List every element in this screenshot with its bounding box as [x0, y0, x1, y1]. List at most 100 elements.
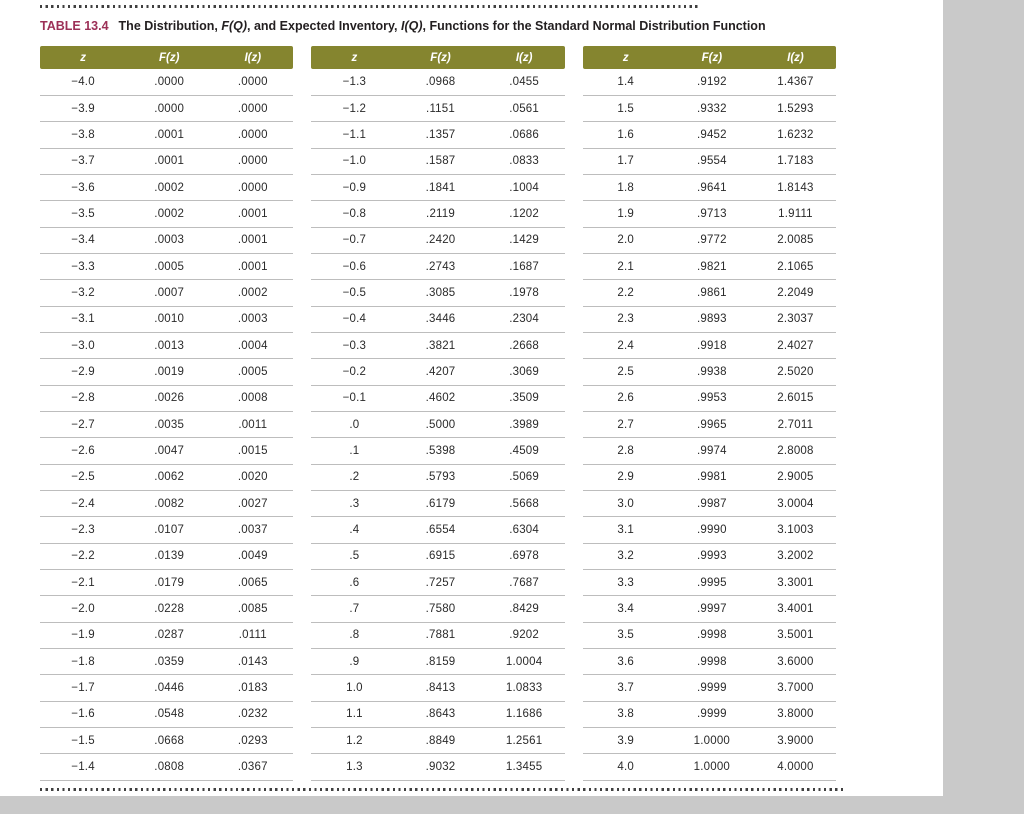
- table-cell: −0.1: [311, 385, 398, 412]
- table-cell: −3.4: [40, 227, 127, 254]
- table-cell: −1.7: [40, 674, 127, 702]
- table-cell: .1151: [397, 95, 484, 123]
- table-cell: 1.9111: [754, 200, 836, 228]
- table-row: −1.7.0446.0183: [40, 674, 294, 702]
- table-cell: 3.3001: [754, 569, 836, 597]
- column-header-iz: I(z): [483, 46, 565, 69]
- column-header-z: z: [582, 46, 669, 69]
- table-row: −3.8.0001.0000: [40, 121, 294, 149]
- table-cell: .9953: [668, 385, 755, 412]
- table-cell: 2.8: [582, 437, 669, 465]
- table-cell: −0.7: [311, 227, 398, 254]
- table-row: −0.3.3821.2668: [311, 332, 565, 360]
- table-row: 1.6.9452 1.6232: [582, 121, 836, 149]
- table-cell: 4.0000: [754, 753, 836, 781]
- table-cell: .9995: [668, 569, 755, 597]
- z-table-1: z F(z) I(z) −4.0.0000.0000 −3.9.0000.0000 −3…: [40, 46, 294, 781]
- table-cell: .0005: [212, 358, 294, 386]
- table-cell: 2.5020: [754, 358, 836, 386]
- table-cell: 2.0: [582, 227, 669, 254]
- table-cell: .2743: [397, 253, 484, 281]
- column-header-fz: F(z): [668, 46, 755, 69]
- table-cell: .5069: [483, 464, 565, 492]
- table-cell: −2.3: [40, 516, 127, 544]
- table-cell: .9641: [668, 174, 755, 202]
- table-cell: .0001: [212, 227, 294, 254]
- table-cell: 1.4: [582, 69, 669, 96]
- table-cell: 2.1065: [754, 253, 836, 281]
- table-cell: .5793: [397, 464, 484, 492]
- table-cell: −1.3: [311, 69, 398, 96]
- table-row: 1.8.9641 1.8143: [582, 174, 836, 202]
- table-cell: .2119: [397, 200, 484, 228]
- table-cell: .0001: [126, 148, 213, 175]
- table-cell: .4602: [397, 385, 484, 412]
- table-row: .6.7257.7687: [311, 569, 565, 597]
- table-cell: −2.9: [40, 358, 127, 386]
- table-cell: .0367: [212, 753, 294, 781]
- table-row: 2.8.9974 2.8008: [582, 437, 836, 465]
- table-cell: .0359: [126, 648, 213, 676]
- table-cell: .9998: [668, 622, 755, 650]
- table-cell: −3.5: [40, 200, 127, 228]
- table-cell: .1004: [483, 174, 565, 202]
- table-row: −2.9.0019.0005: [40, 358, 294, 386]
- table-cell: .7881: [397, 622, 484, 650]
- table-cell: .9332: [668, 95, 755, 123]
- table-cell: 3.9: [582, 727, 669, 755]
- table-cell: .0019: [126, 358, 213, 386]
- table-cell: .0002: [212, 279, 294, 307]
- table-cell: 1.7183: [754, 148, 836, 175]
- table-cell: 3.2: [582, 543, 669, 571]
- table-cell: −2.4: [40, 490, 127, 518]
- table-cell: .7: [311, 595, 398, 623]
- table-cell: 1.6232: [754, 121, 836, 149]
- table-row: 2.0.9772 2.0085: [582, 227, 836, 254]
- table-cell: .5668: [483, 490, 565, 518]
- table-cell: −3.6: [40, 174, 127, 202]
- table-cell: .0015: [212, 437, 294, 465]
- table-cell: .9999: [668, 701, 755, 729]
- table-row: 2.4.9918 2.4027: [582, 332, 836, 360]
- table-cell: .1587: [397, 148, 484, 175]
- column-header-iz: I(z): [212, 46, 294, 69]
- table-cell: .9918: [668, 332, 755, 360]
- column-header-z: z: [40, 46, 127, 69]
- table-cell: 3.0004: [754, 490, 836, 518]
- table-cell: −3.7: [40, 148, 127, 175]
- table-cell: .0668: [126, 727, 213, 755]
- table-cell: 3.4: [582, 595, 669, 623]
- table-cell: −2.5: [40, 464, 127, 492]
- table-title: The Distribution, F(Q), and Expected Inv…: [119, 19, 766, 33]
- table-cell: .9893: [668, 306, 755, 333]
- table-cell: .0026: [126, 385, 213, 412]
- table-cell: −1.0: [311, 148, 398, 175]
- column-header-fz: F(z): [126, 46, 213, 69]
- table-row: −0.1.4602.3509: [311, 385, 565, 412]
- table-cell: 1.3455: [483, 753, 565, 781]
- table-cell: .1687: [483, 253, 565, 281]
- table-cell: .6304: [483, 516, 565, 544]
- table-cell: −2.7: [40, 411, 127, 439]
- table-cell: .0548: [126, 701, 213, 729]
- table-cell: 3.7: [582, 674, 669, 702]
- table-cell: −0.3: [311, 332, 398, 360]
- bottom-dotted-rule: [40, 788, 843, 791]
- table-row: −3.5.0002.0001: [40, 200, 294, 228]
- table-cell: .0179: [126, 569, 213, 597]
- table-cell: −1.6: [40, 701, 127, 729]
- table-row: 1.1.8643 1.1686: [311, 701, 565, 729]
- table-row: .9.8159 1.0004: [311, 648, 565, 676]
- table-cell: −3.0: [40, 332, 127, 360]
- table-cell: 1.8: [582, 174, 669, 202]
- table-row: 3.3.9995 3.3001: [582, 569, 836, 597]
- table-group-2: z F(z) I(z) −1.3.0968.0455 −1.2.1151.0561 −1…: [311, 46, 565, 781]
- table-cell: .9192: [668, 69, 755, 96]
- table-cell: −1.2: [311, 95, 398, 123]
- table-cell: 2.4027: [754, 332, 836, 360]
- column-header-iz: I(z): [754, 46, 836, 69]
- table-cell: .8643: [397, 701, 484, 729]
- table-row: .5.6915.6978: [311, 543, 565, 571]
- table-cell: .0833: [483, 148, 565, 175]
- table-cell: 1.4367: [754, 69, 836, 96]
